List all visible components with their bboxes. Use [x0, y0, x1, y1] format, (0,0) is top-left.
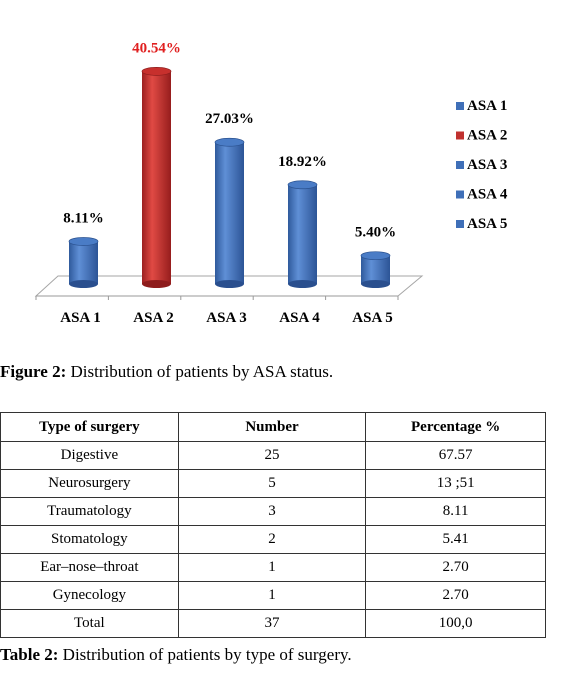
- cell-surgery-type: Stomatology: [0, 525, 179, 554]
- data-label: 27.03%: [205, 111, 254, 127]
- legend-swatch: [456, 190, 464, 199]
- legend-label: ASA 1: [467, 98, 507, 114]
- table-caption: Table 2: Distribution of patients by typ…: [0, 645, 352, 665]
- header-percentage: Percentage %: [365, 412, 546, 442]
- legend-item-asa-2: ASA 2: [456, 128, 507, 144]
- legend-label: ASA 3: [467, 157, 507, 173]
- legend-item-asa-1: ASA 1: [456, 98, 507, 114]
- legend-label: ASA 2: [467, 128, 507, 144]
- cell-percentage: 13 ;51: [365, 469, 546, 498]
- category-label: ASA 3: [206, 310, 246, 326]
- table-row: Traumatology 3 8.11: [0, 497, 546, 526]
- table-caption-label: Table 2:: [0, 645, 59, 664]
- legend-label: ASA 4: [467, 187, 508, 203]
- bar-asa-1: [68, 237, 99, 288]
- cell-number: 3: [177, 497, 367, 526]
- header-number: Number: [177, 412, 367, 442]
- figure-caption-text: Distribution of patients by ASA status.: [66, 362, 334, 381]
- cell-percentage: 100,0: [365, 609, 546, 638]
- cell-surgery-type: Neurosurgery: [0, 469, 179, 498]
- cell-percentage: 8.11: [365, 497, 546, 526]
- cell-percentage: 5.41: [365, 525, 546, 554]
- bar-asa-3: [214, 137, 245, 288]
- table-row: Ear–nose–throat 1 2.70: [0, 553, 546, 582]
- cell-number: 5: [177, 469, 367, 498]
- legend-swatch: [456, 161, 464, 169]
- cell-surgery-type: Ear–nose–throat: [0, 553, 179, 582]
- table-row: Digestive 25 67.57: [0, 441, 546, 470]
- table-header-row: Type of surgery Number Percentage %: [0, 412, 546, 442]
- legend-label: ASA 5: [467, 216, 507, 232]
- cell-surgery-type: Digestive: [0, 441, 179, 470]
- table-row: Stomatology 2 5.41: [0, 525, 546, 554]
- legend-item-asa-5: ASA 5: [456, 216, 507, 232]
- legend-swatch: [456, 131, 464, 140]
- cell-number: 1: [177, 581, 367, 610]
- data-label: 40.54%: [132, 40, 181, 56]
- cell-surgery-type: Total: [0, 609, 179, 638]
- cell-number: 37: [177, 609, 367, 638]
- cell-percentage: 67.57: [365, 441, 546, 470]
- bar-asa-5: [360, 251, 391, 288]
- category-label: ASA 5: [352, 310, 392, 326]
- table-caption-text: Distribution of patients by type of surg…: [58, 645, 352, 664]
- cell-surgery-type: Gynecology: [0, 581, 179, 610]
- table-row: Gynecology 1 2.70: [0, 581, 546, 610]
- bar-asa-4: [287, 180, 318, 288]
- category-label: ASA 1: [60, 310, 100, 326]
- figure-caption: Figure 2: Distribution of patients by AS…: [0, 362, 333, 382]
- cell-percentage: 2.70: [365, 553, 546, 582]
- table-row: Total 37 100,0: [0, 609, 546, 638]
- cell-surgery-type: Traumatology: [0, 497, 179, 526]
- surgery-table: Type of surgery Number Percentage % Dige…: [0, 412, 546, 638]
- legend-item-asa-3: ASA 3: [456, 157, 507, 173]
- legend-item-asa-4: ASA 4: [456, 187, 508, 203]
- cell-number: 25: [177, 441, 367, 470]
- data-label: 8.11%: [63, 210, 103, 226]
- legend-swatch: [456, 102, 464, 110]
- cell-number: 1: [177, 553, 367, 582]
- category-label: ASA 4: [279, 310, 320, 326]
- table-row: Neurosurgery 5 13 ;51: [0, 469, 546, 498]
- legend-swatch: [456, 220, 464, 228]
- cell-percentage: 2.70: [365, 581, 546, 610]
- header-type-of-surgery: Type of surgery: [0, 412, 179, 442]
- data-label: 5.40%: [355, 225, 396, 241]
- bar-chart: 8.11% 40.54% 27.03% 18.92% 5.40% ASA 1 ASA 2 A…: [34, 40, 508, 326]
- cell-number: 2: [177, 525, 367, 554]
- bar-asa-2: [141, 67, 172, 288]
- category-label: ASA 2: [133, 310, 173, 326]
- data-label: 18.92%: [278, 154, 327, 170]
- figure-caption-label: Figure 2:: [0, 362, 67, 381]
